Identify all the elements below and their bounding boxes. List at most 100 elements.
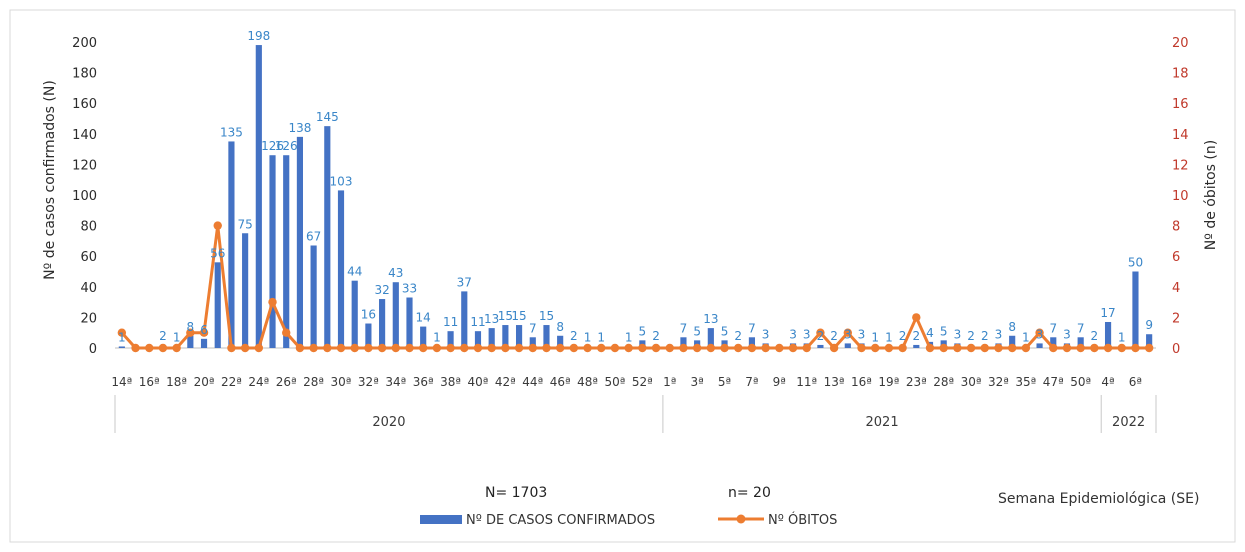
deaths-point	[528, 343, 537, 353]
bar	[324, 126, 331, 349]
x-tick-label: 38ª	[440, 375, 461, 389]
deaths-point	[802, 343, 811, 353]
bar-data-label: 3	[995, 327, 1003, 341]
deaths-point	[254, 343, 264, 353]
y-tick-label: 0	[89, 342, 97, 357]
x-ticks-group: 14ª 16ª 18ª 20ª 22ª 24ª 26ª 28ª 30ª 32ª 34ª 36ª 38ª 4…	[111, 375, 1157, 433]
bar	[351, 280, 358, 348]
x-tick-label: 35ª	[1015, 375, 1036, 389]
deaths-point	[734, 343, 743, 353]
deaths-point	[597, 343, 606, 353]
bar	[296, 136, 303, 348]
bar	[748, 337, 756, 348]
bar-data-label: 198	[247, 29, 270, 43]
x-tick-label: 28ª	[933, 375, 954, 389]
bar-data-label: 56	[210, 246, 225, 260]
bar	[817, 344, 824, 348]
bar	[1077, 337, 1084, 348]
deaths-point	[1035, 328, 1044, 337]
deaths-point	[1090, 343, 1099, 353]
deaths-point	[172, 343, 181, 353]
bar-data-label: 138	[288, 121, 311, 135]
bar	[844, 343, 851, 348]
deaths-point	[514, 343, 524, 353]
bar-data-label: 11	[443, 315, 458, 329]
y2-tick-label: 8	[1172, 220, 1180, 235]
deaths-point	[377, 343, 387, 353]
bar	[680, 337, 687, 348]
bar	[1146, 334, 1153, 348]
x-tick-label: 50ª	[1070, 375, 1091, 389]
bar-data-label: 75	[237, 217, 252, 231]
bar-data-label: 2	[830, 329, 838, 343]
bar	[118, 346, 125, 348]
bar-data-label: 5	[693, 324, 701, 338]
bar-data-label: 15	[539, 309, 554, 323]
bar-data-label: 14	[416, 311, 431, 325]
deaths-point	[1117, 343, 1126, 353]
x-tick-label: 16ª	[139, 375, 160, 389]
y-tick-label: 140	[72, 128, 97, 143]
deaths-point	[145, 343, 154, 353]
x-tick-label: 16ª	[851, 375, 872, 389]
data-labels-group: 1 2 18 656135751981261261386714510344163243…	[118, 29, 1153, 344]
bar-data-label: 1	[871, 330, 879, 344]
x-tick-label: 50ª	[604, 375, 625, 389]
deaths-point	[583, 343, 592, 353]
y2-axis-title: Nº de óbitos (n)	[1203, 140, 1219, 250]
bar-data-label: 1	[885, 330, 893, 344]
bar	[447, 331, 454, 348]
x-tick-label: 47ª	[1043, 375, 1064, 389]
x-tick-label: 48ª	[577, 375, 598, 389]
bar-data-label: 2	[899, 329, 907, 343]
deaths-point	[487, 343, 496, 353]
bar-data-label: 15	[511, 309, 526, 323]
bar-data-label: 3	[803, 327, 811, 341]
deaths-point	[542, 343, 551, 353]
deaths-point	[665, 343, 674, 353]
bar-data-label: 1	[597, 330, 605, 344]
x-tick-label: 34ª	[385, 375, 406, 389]
deaths-point	[240, 343, 250, 353]
bar-data-label: 7	[1077, 321, 1085, 335]
deaths-point	[295, 343, 305, 353]
bar-data-label: 17	[1100, 306, 1115, 320]
deaths-point	[925, 343, 935, 353]
x-axis-title: Semana Epidemiológica (SE)	[998, 491, 1199, 507]
deaths-point	[980, 343, 989, 353]
bar-data-label: 2	[817, 329, 825, 343]
bar-data-label: 7	[529, 321, 537, 335]
bar	[228, 141, 235, 348]
y-tick-label: 40	[80, 281, 97, 296]
deaths-point	[692, 343, 702, 353]
bar	[502, 325, 509, 348]
deaths-point	[199, 328, 209, 337]
deaths-line	[120, 224, 1150, 350]
bar-data-label: 2	[652, 329, 660, 343]
y2-tick-label: 14	[1172, 128, 1189, 143]
bar	[392, 282, 399, 348]
bar-data-label: 8	[187, 320, 195, 334]
deaths-point	[1049, 343, 1058, 353]
bar	[543, 325, 550, 348]
bar-data-label: 5	[940, 324, 948, 338]
deaths-point	[186, 328, 195, 337]
bar	[365, 323, 372, 348]
deaths-point	[418, 343, 428, 353]
deaths-point	[131, 343, 140, 353]
bar-data-label: 3	[858, 327, 866, 341]
bar	[420, 326, 427, 348]
bar	[283, 155, 290, 348]
deaths-point	[898, 343, 907, 353]
bar	[187, 335, 194, 348]
bar-data-label: 2	[967, 329, 975, 343]
bar-data-label: 1	[584, 330, 592, 344]
deaths-point	[158, 343, 168, 353]
bar-data-label: 3	[762, 327, 770, 341]
deaths-point	[1131, 343, 1140, 353]
bar-data-label: 3	[1036, 327, 1044, 341]
bar-data-label: 5	[721, 324, 729, 338]
y2-tick-label: 6	[1172, 250, 1180, 265]
total-cases-annotation: N= 1703	[485, 485, 547, 501]
bar-data-label: 3	[1063, 327, 1071, 341]
